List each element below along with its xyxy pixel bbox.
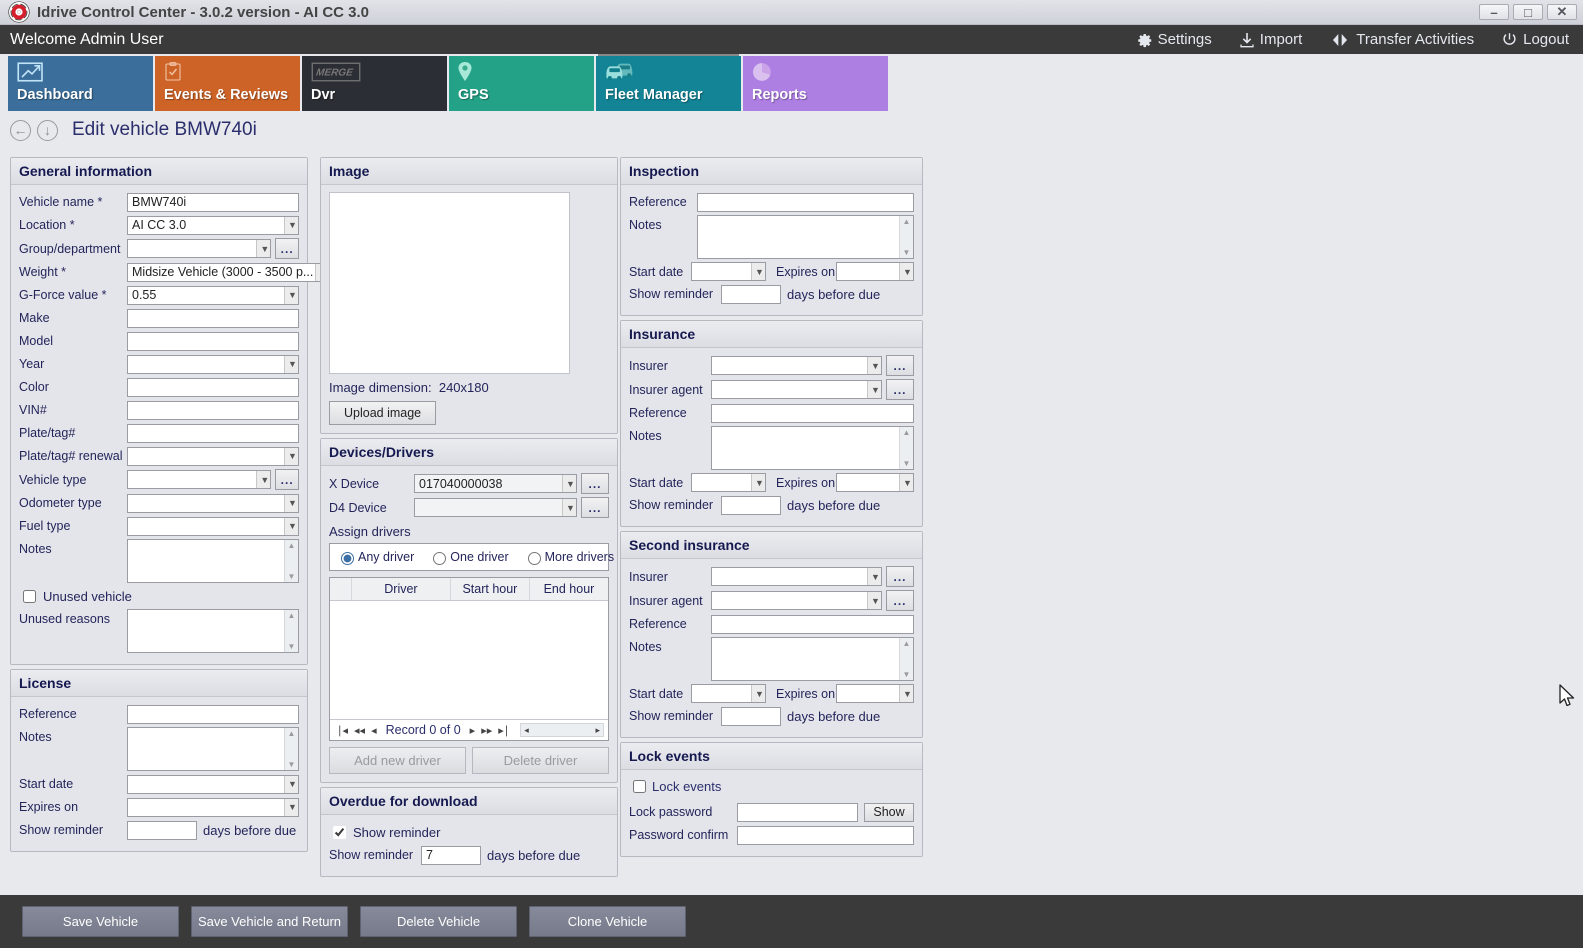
svg-text:MERGE: MERGE	[315, 68, 353, 79]
